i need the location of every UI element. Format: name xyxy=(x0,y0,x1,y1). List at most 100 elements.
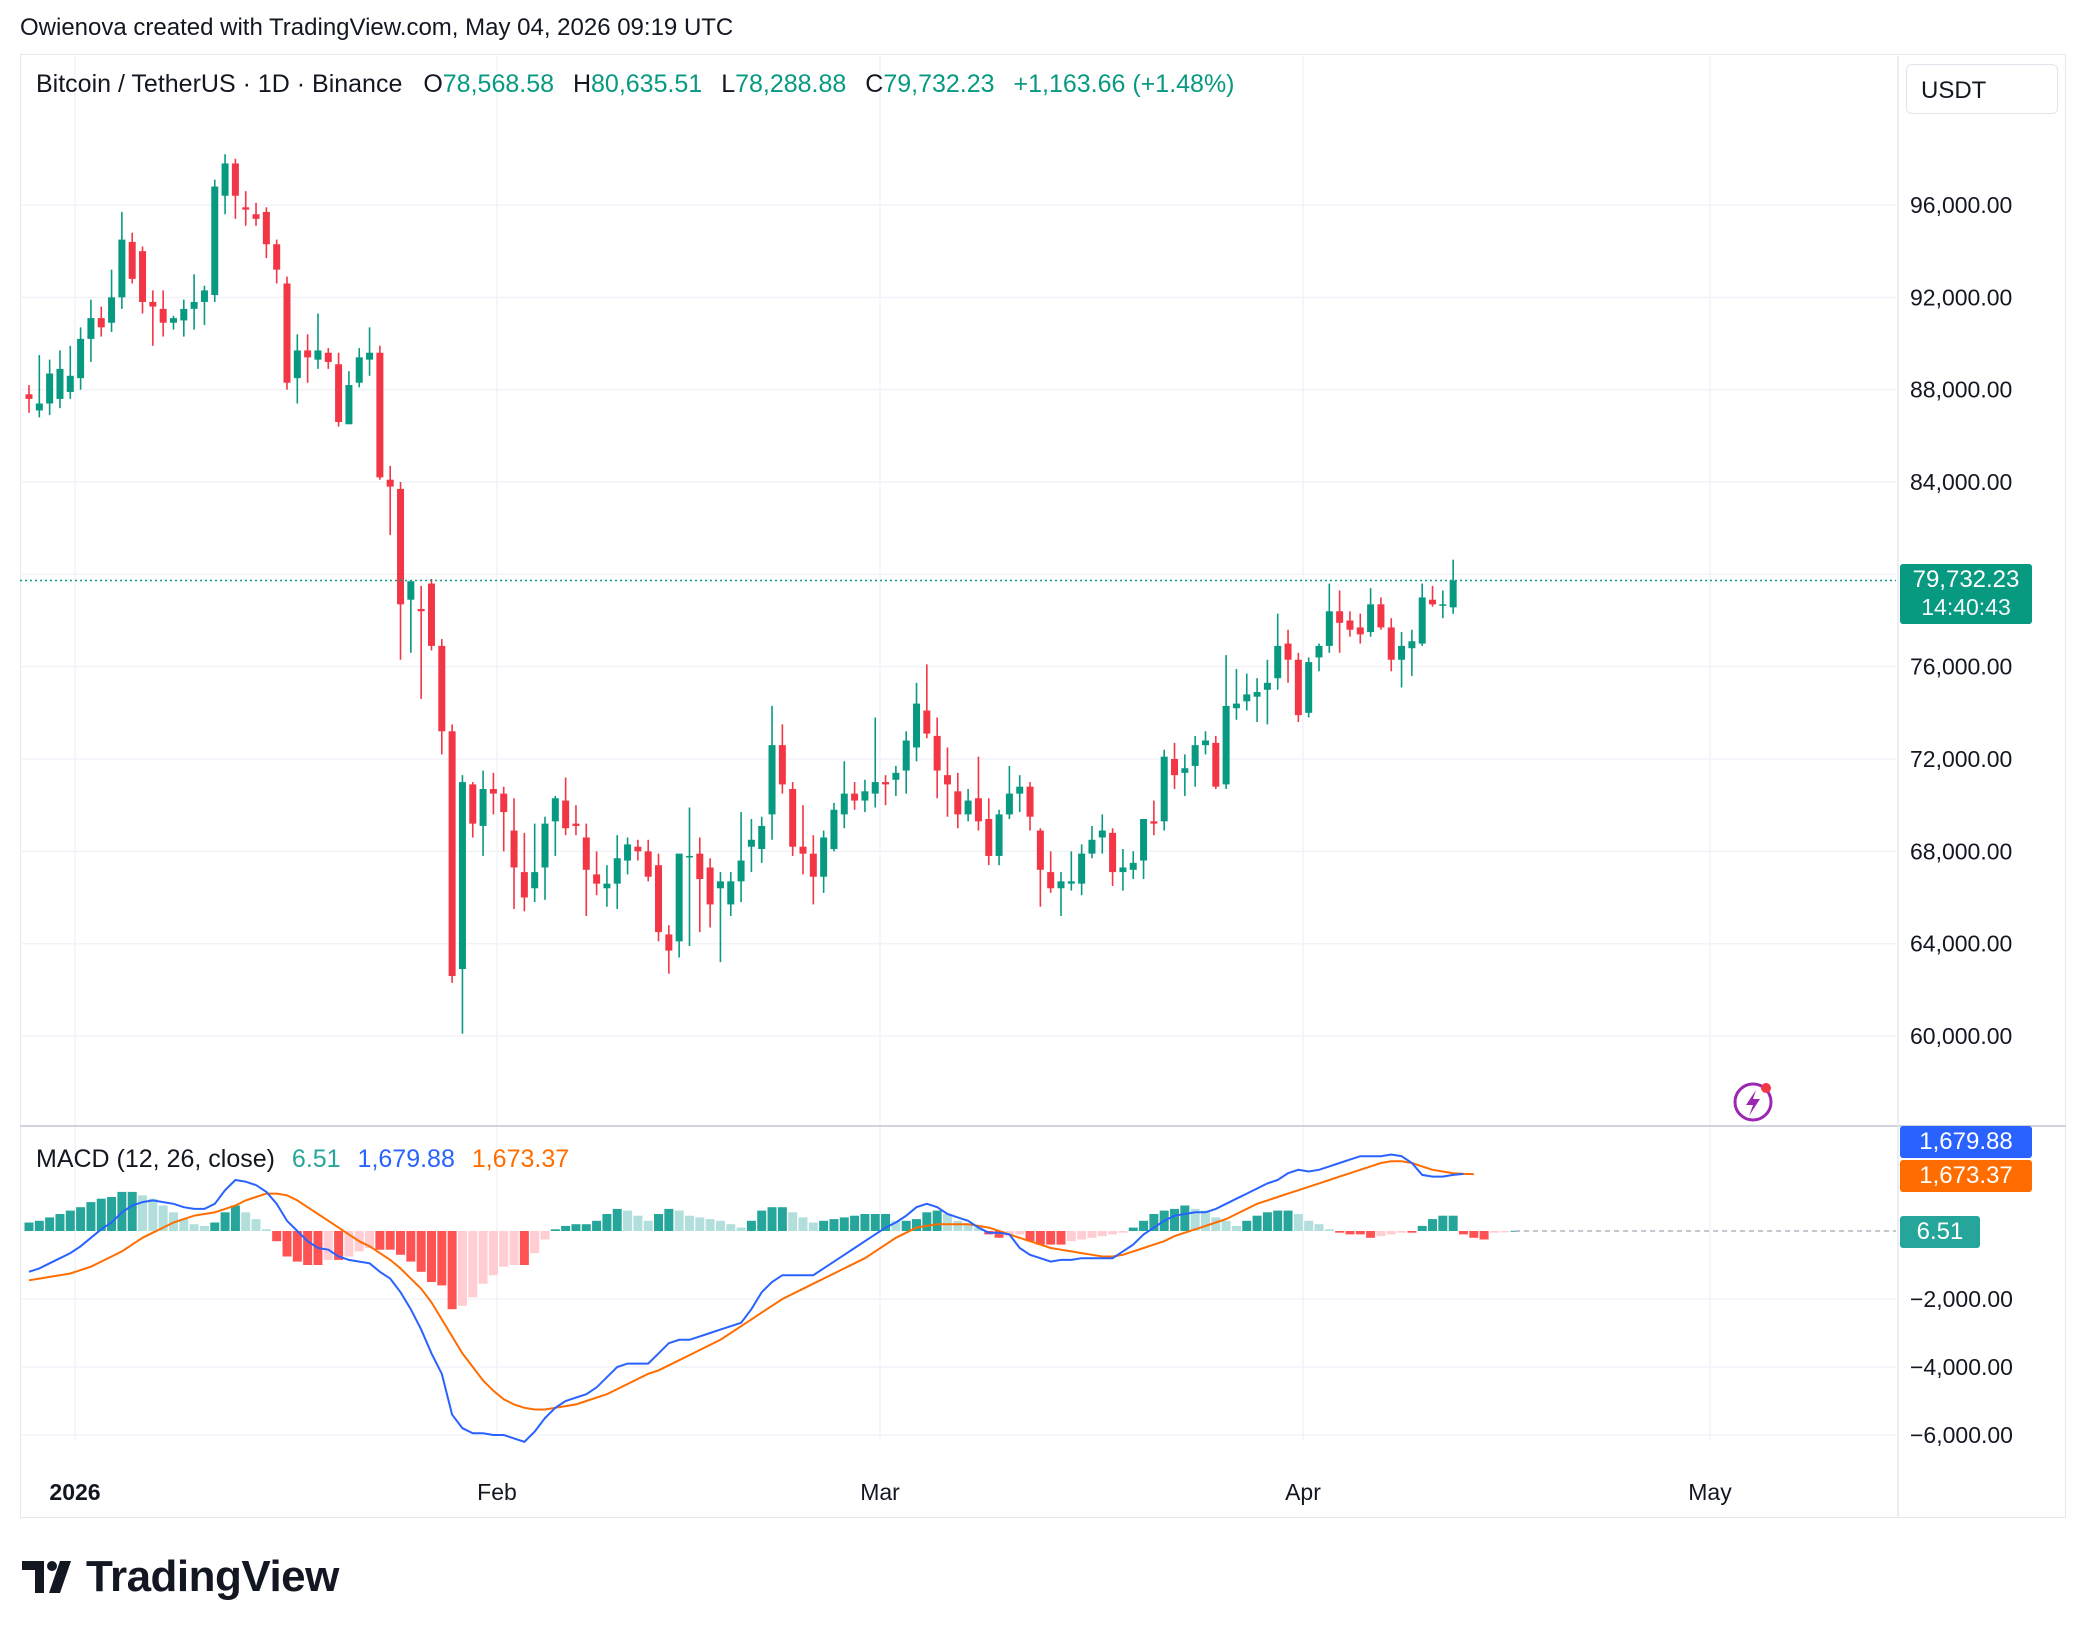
candle-body xyxy=(1253,692,1261,697)
macd-label: MACD (12, 26, close) xyxy=(36,1145,275,1173)
candle-body xyxy=(840,793,848,815)
macd-histogram-bar xyxy=(1376,1231,1386,1237)
lightning-icon[interactable] xyxy=(1733,1082,1773,1122)
macd-histogram-bar xyxy=(633,1215,643,1231)
candle-body xyxy=(283,283,291,383)
macd-histogram-bar xyxy=(1128,1227,1138,1231)
macd-histogram-bar xyxy=(1097,1231,1107,1237)
candle-body xyxy=(87,318,95,339)
price-axis: 60,000.00 64,000.00 68,000.00 72,000.00 76,0… xyxy=(1910,192,2012,1049)
candle-body xyxy=(1150,821,1158,824)
macd-histogram-bar xyxy=(519,1231,529,1265)
macd-histogram-bar xyxy=(1428,1219,1438,1231)
time-tick-label: May xyxy=(1688,1479,1732,1505)
macd-histogram-bar xyxy=(860,1214,870,1231)
candle-body xyxy=(66,375,74,392)
lightning-icon-bolt xyxy=(1746,1090,1760,1116)
candle-body xyxy=(1016,786,1024,794)
macd-histogram-bar xyxy=(1417,1225,1427,1231)
macd-histogram-bar xyxy=(1046,1231,1056,1245)
candle-body xyxy=(562,800,570,829)
time-axis: 2026 Feb Mar Apr May xyxy=(49,1479,1732,1505)
candle-body xyxy=(169,318,177,323)
current-price-tag: 79,732.23 14:40:43 xyxy=(1900,564,2032,624)
candle-body xyxy=(35,403,43,411)
candle-body xyxy=(933,735,941,771)
macd-histogram-bar xyxy=(107,1197,117,1231)
macd-histogram-bar xyxy=(127,1191,137,1231)
macd-histogram-bar xyxy=(942,1214,952,1231)
candle-body xyxy=(386,479,394,487)
macd-tick-label: −4,000.00 xyxy=(1910,1354,2013,1380)
candle-body xyxy=(397,488,405,605)
current-price-label: 79,732.23 xyxy=(1912,566,2020,593)
candle-body xyxy=(500,793,508,813)
candle-body xyxy=(1181,768,1189,773)
price-tick-label: 72,000.00 xyxy=(1910,746,2012,772)
price-tick-label: 84,000.00 xyxy=(1910,469,2012,495)
candle-body xyxy=(1026,786,1034,817)
candle-body xyxy=(221,163,229,196)
change-value: +1,163.66 (+1.48%) xyxy=(1013,70,1235,98)
candle-body xyxy=(1408,641,1416,649)
macd-histogram-bar xyxy=(1458,1231,1468,1235)
candle-body xyxy=(1078,853,1086,884)
candle-body xyxy=(211,186,219,296)
macd-histogram-bar xyxy=(334,1231,344,1260)
macd-histogram-bar xyxy=(994,1231,1004,1238)
macd-histogram-bar xyxy=(1015,1231,1025,1235)
candle-body xyxy=(190,301,198,309)
candle-body xyxy=(324,352,332,362)
signal-line-tag: 1,673.37 xyxy=(1900,1160,2032,1192)
macd-histogram-bar xyxy=(1283,1210,1293,1231)
macd-histogram-bar xyxy=(561,1225,571,1231)
macd-histogram-bar xyxy=(241,1212,251,1231)
candle-body xyxy=(974,798,982,822)
macd-histogram-bar xyxy=(1180,1205,1190,1231)
macd-histogram-bar xyxy=(210,1222,220,1231)
macd-histogram-bar xyxy=(602,1214,612,1231)
close-value: 79,732.23 xyxy=(883,70,995,98)
macd-histogram-bar xyxy=(540,1231,550,1240)
macd-histogram-bar xyxy=(1252,1215,1262,1231)
candle-body xyxy=(696,853,704,880)
macd-histogram-bar xyxy=(1262,1212,1272,1231)
macd-histogram-bar xyxy=(777,1207,787,1231)
macd-histogram-bar xyxy=(850,1215,860,1231)
candle-body xyxy=(1263,682,1271,690)
brand-name: TradingView xyxy=(86,1552,339,1601)
macd-histogram-bar xyxy=(292,1231,302,1262)
macd-line xyxy=(28,1153,1464,1443)
candle-body xyxy=(1398,645,1406,660)
macd-histogram-bar xyxy=(457,1231,467,1306)
candle-body xyxy=(758,825,766,850)
macd-histogram-bar xyxy=(912,1219,922,1231)
price-tick-label: 64,000.00 xyxy=(1910,931,2012,957)
macd-histogram-bar xyxy=(1355,1231,1365,1235)
candle-body xyxy=(479,789,487,826)
macd-histogram-bar xyxy=(726,1224,736,1231)
candle-body xyxy=(293,350,301,379)
candle-body xyxy=(366,352,374,360)
macd-histogram-bar xyxy=(1293,1214,1303,1231)
macd-signal-value: 1,673.37 xyxy=(471,1145,570,1173)
candle-body xyxy=(407,581,415,600)
macd-histogram-bar xyxy=(684,1215,694,1231)
macd-histogram-bar xyxy=(1242,1220,1252,1231)
macd-histogram-bar xyxy=(891,1220,901,1231)
macd-histogram-bar xyxy=(664,1208,674,1231)
candle-body xyxy=(1377,604,1385,628)
macd-histogram-bar xyxy=(189,1224,199,1231)
macd-histogram-bar xyxy=(788,1212,798,1231)
candle-body xyxy=(304,350,312,358)
grid-lines xyxy=(20,56,2066,1518)
macd-histogram-bar xyxy=(592,1220,602,1231)
candle-body xyxy=(448,731,456,976)
candle-body xyxy=(273,244,281,270)
candle-body xyxy=(139,251,147,302)
macd-histogram-bar xyxy=(715,1220,725,1231)
macd-histogram-bar xyxy=(1035,1231,1045,1245)
candle-body xyxy=(469,784,477,824)
currency-button[interactable]: USDT xyxy=(1906,64,2058,114)
